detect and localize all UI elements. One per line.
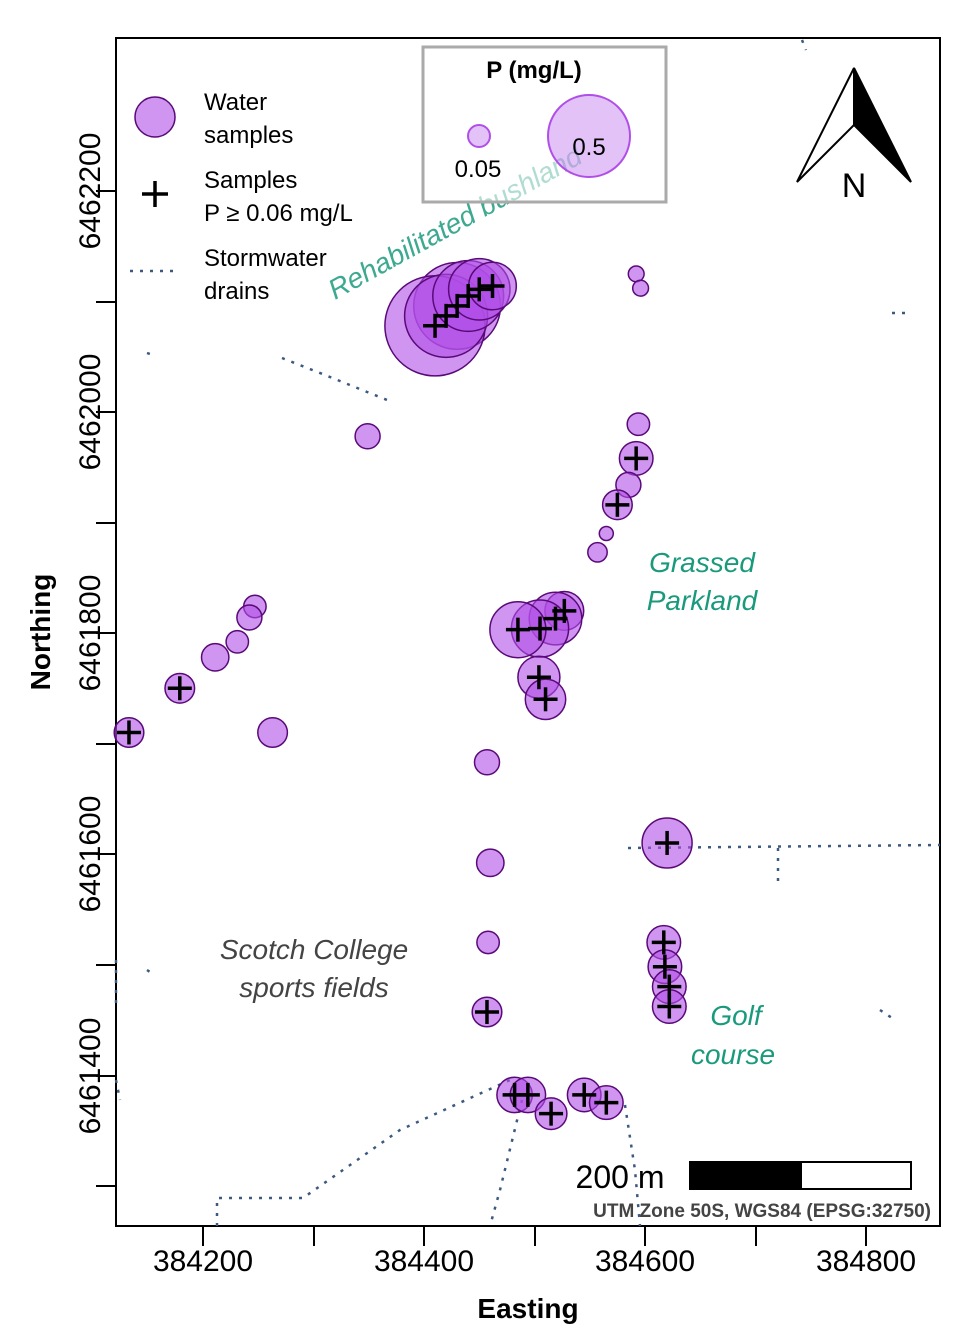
- high-p-marker: [505, 617, 530, 642]
- golf-label-line2: course: [691, 1039, 775, 1070]
- high-p-marker: [543, 606, 568, 631]
- high-p-marker: [526, 665, 551, 690]
- high-p-marker: [624, 446, 649, 471]
- legend-plus-symbol: [142, 181, 168, 207]
- crs-note: UTM Zone 50S, WGS84 (EPSG:32750): [593, 1201, 931, 1222]
- water-sample-point: [476, 930, 501, 955]
- high-p-marker: [445, 293, 470, 318]
- x-tick-label: 384200: [153, 1245, 253, 1278]
- scale-bar-white-segment: [800, 1161, 912, 1190]
- x-tick-label: 384400: [374, 1245, 474, 1278]
- high-p-marker: [480, 274, 505, 299]
- north-arrow-icon: N: [796, 67, 912, 205]
- y-tick-label: 6462200: [74, 133, 107, 250]
- high-p-marker: [652, 954, 677, 979]
- legend-water-line1: Water: [204, 89, 267, 116]
- y-tick-label: 6461800: [74, 575, 107, 692]
- scale-bar-black-segment: [689, 1161, 802, 1190]
- x-axis-title: Easting: [477, 1293, 578, 1324]
- legend-water-line2: samples: [204, 122, 293, 149]
- high-p-marker: [539, 1101, 564, 1126]
- high-p-marker: [474, 1000, 499, 1025]
- water-sample-point: [354, 423, 381, 450]
- high-p-marker: [515, 1082, 540, 1107]
- high-p-marker: [116, 720, 141, 745]
- high-p-marker: [167, 676, 192, 701]
- parkland-label-line1: Grassed: [649, 547, 756, 578]
- water-sample-point: [587, 541, 608, 563]
- y-tick-label: 6462000: [74, 354, 107, 471]
- legend-sample-symbol: [134, 96, 176, 138]
- water-sample-point: [225, 629, 250, 654]
- x-tick-label: 384800: [816, 1245, 916, 1278]
- golf-label-line1: Golf: [710, 1000, 765, 1031]
- size-legend-small-label: 0.05: [455, 156, 502, 183]
- water-sample-point: [626, 412, 651, 437]
- legend-drain-line1: Stormwater: [204, 245, 327, 272]
- high-p-marker: [467, 277, 492, 302]
- high-p-marker: [655, 830, 680, 855]
- water-sample-point: [475, 848, 505, 878]
- y-tick-label: 6461400: [74, 1018, 107, 1135]
- x-tick-label: 384600: [595, 1245, 695, 1278]
- high-p-marker: [533, 687, 558, 712]
- water-sample-point: [473, 749, 501, 776]
- size-legend-small-circle: [467, 124, 491, 148]
- water-sample-point: [598, 525, 615, 542]
- scotch-label-line1: Scotch College: [220, 934, 408, 965]
- y-axis: 6462200 6462000 6461800 6461600 6461400 …: [25, 133, 116, 1187]
- legend-flag-line2: P ≥ 0.06 mg/L: [204, 200, 353, 227]
- size-legend-large-label: 0.5: [572, 134, 605, 161]
- flag-markers-layer: [116, 274, 682, 1126]
- scotch-label-line2: sports fields: [239, 972, 388, 1003]
- y-tick-label: 6461600: [74, 796, 107, 913]
- north-label: N: [842, 167, 867, 205]
- high-p-marker: [594, 1090, 619, 1115]
- high-p-marker: [572, 1082, 597, 1107]
- high-p-marker: [434, 303, 459, 328]
- y-axis-title: Northing: [25, 574, 56, 691]
- size-legend-large-circle: [547, 94, 631, 178]
- size-legend-box: [421, 45, 668, 204]
- size-legend: P (mg/L) 0.05 0.5: [421, 45, 668, 204]
- water-sample-point: [631, 279, 650, 297]
- water-sample-point: [627, 265, 645, 283]
- high-p-marker: [657, 994, 682, 1019]
- scale-bar-label: 200 m: [576, 1159, 665, 1195]
- high-p-marker: [528, 616, 553, 641]
- parkland-label-line2: Parkland: [647, 585, 759, 616]
- high-p-marker: [605, 492, 630, 517]
- legend-flag-line1: Samples: [204, 167, 297, 194]
- high-p-marker: [651, 930, 676, 955]
- points-legend: Water samples Samples P ≥ 0.06 mg/L Stor…: [130, 89, 353, 305]
- scale-bar: 200 m: [576, 1159, 912, 1195]
- x-axis: 384200 384400 384600 384800 Easting: [153, 1226, 916, 1324]
- legend-drain-line2: drains: [204, 278, 269, 305]
- water-sample-point: [200, 642, 230, 672]
- water-sample-point: [257, 716, 289, 749]
- water-sample-point: [236, 604, 263, 631]
- size-legend-title: P (mg/L): [486, 57, 582, 84]
- high-p-marker: [423, 313, 448, 338]
